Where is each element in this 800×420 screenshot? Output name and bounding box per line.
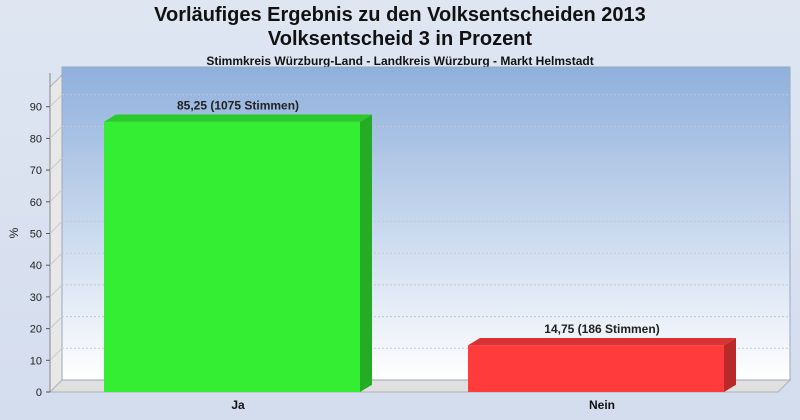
y-tick-label: 90 bbox=[30, 102, 42, 114]
y-tick-label: 50 bbox=[30, 229, 42, 241]
bar-top bbox=[104, 114, 372, 122]
y-tick-label: 0 bbox=[36, 387, 42, 399]
grid-line-diagonal bbox=[49, 189, 63, 203]
bar-side bbox=[724, 338, 736, 392]
bar-side bbox=[360, 114, 372, 393]
plot-side-wall bbox=[49, 73, 63, 394]
bar-nein bbox=[468, 338, 736, 392]
grid-line-diagonal bbox=[49, 347, 63, 361]
y-axis-label: % bbox=[7, 227, 21, 238]
x-tick-label: Nein bbox=[589, 398, 615, 412]
y-tick-label: 20 bbox=[30, 324, 42, 336]
y-tick-label: 70 bbox=[30, 165, 42, 177]
grid-line-diagonal bbox=[49, 94, 63, 108]
chart-title: Vorläufiges Ergebnis zu den Volksentsche… bbox=[154, 4, 646, 26]
chart-subtitle: Volksentscheid 3 in Prozent bbox=[267, 28, 533, 50]
y-tick-label: 10 bbox=[30, 355, 42, 367]
y-tick-label: 60 bbox=[30, 197, 42, 209]
y-tick-label: 80 bbox=[30, 133, 42, 145]
grid-line-diagonal bbox=[49, 316, 63, 329]
bar-top bbox=[468, 338, 736, 346]
bar-front bbox=[104, 121, 360, 392]
y-tick-label: 30 bbox=[30, 292, 42, 304]
bar-front bbox=[468, 345, 724, 392]
x-tick-label: Ja bbox=[231, 398, 245, 412]
bar-ja bbox=[104, 114, 372, 393]
grid-line-diagonal bbox=[49, 252, 63, 266]
grid-line-diagonal bbox=[49, 157, 63, 171]
data-label: 85,25 (1075 Stimmen) bbox=[177, 99, 299, 113]
data-label: 14,75 (186 Stimmen) bbox=[544, 322, 659, 336]
grid-line-diagonal bbox=[49, 284, 63, 298]
grid-line-diagonal bbox=[49, 126, 63, 139]
chart-caption: Stimmkreis Würzburg-Land - Landkreis Wür… bbox=[206, 54, 594, 68]
grid-line-diagonal bbox=[49, 221, 63, 234]
y-tick-label: 40 bbox=[30, 260, 42, 272]
